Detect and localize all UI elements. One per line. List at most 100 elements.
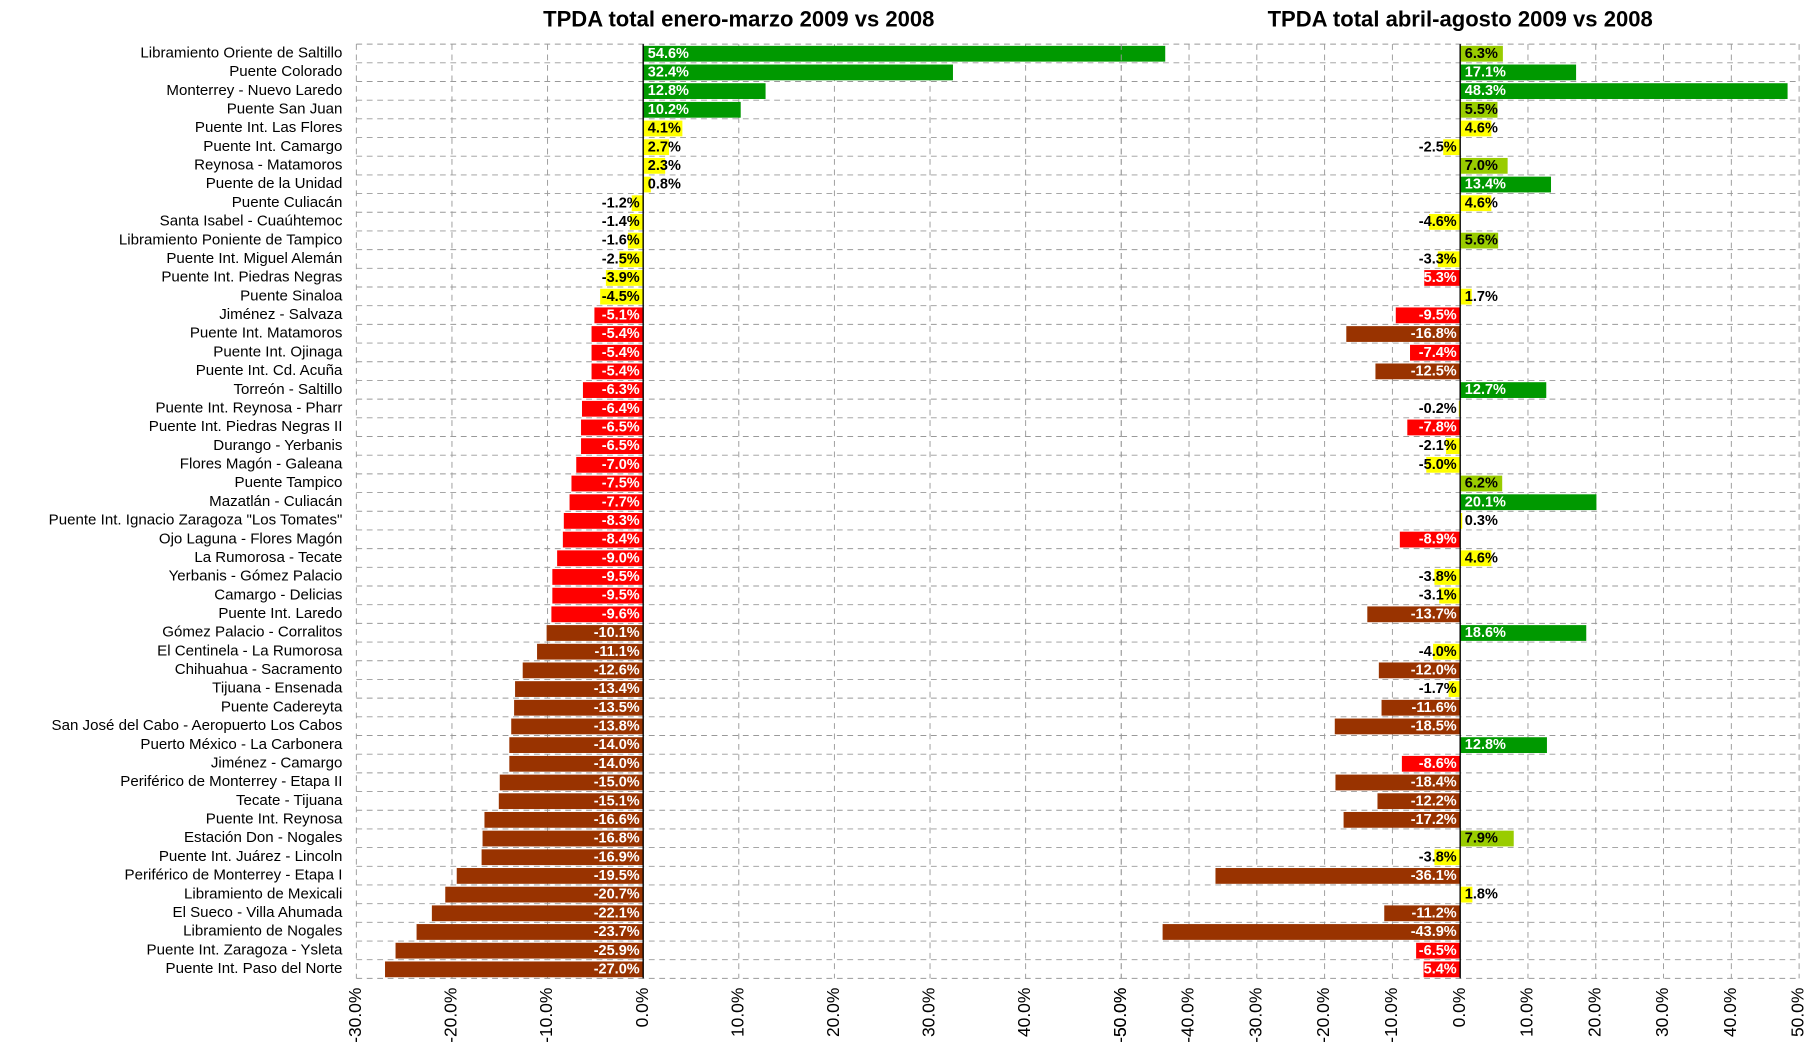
bar (1343, 811, 1461, 828)
bar (1448, 681, 1461, 697)
category-label: Gómez Palacio - Corralitos (162, 624, 342, 641)
x-tick-label: -10.0% (536, 988, 556, 1043)
bar (552, 587, 644, 604)
category-label: Puente Int. Piedras Negras II (149, 418, 343, 435)
data-label: -9.6% (602, 606, 640, 622)
bar (1335, 774, 1461, 791)
x-tick-label: 40.0% (1720, 988, 1740, 1037)
bar (591, 344, 644, 361)
bar (1460, 176, 1552, 193)
category-label: Tecate - Tijuana (236, 792, 343, 809)
bar (395, 942, 644, 959)
category-label: Puente Int. Piedras Negras (161, 269, 342, 286)
data-label: 32.4% (648, 65, 689, 81)
data-label: 0.8% (648, 177, 681, 193)
category-label: Puente Int. Laredo (218, 605, 342, 622)
data-label: 4.6% (1465, 121, 1498, 137)
x-tick-label: -30.0% (1245, 988, 1265, 1043)
bar (1460, 737, 1547, 754)
data-label: 17.1% (1465, 65, 1506, 81)
data-label: -18.4% (1411, 775, 1457, 791)
data-label: -12.5% (1411, 364, 1457, 380)
data-label: -15.0% (594, 775, 640, 791)
data-label: 6.2% (1465, 476, 1498, 492)
category-label: Libramiento Poniente de Tampico (119, 231, 343, 248)
data-label: 1.8% (1465, 887, 1498, 903)
category-label: Libramiento de Mexicali (184, 885, 342, 902)
x-tick-label: 20.0% (823, 988, 843, 1037)
data-label: -14.0% (594, 756, 640, 772)
data-label: -8.6% (1419, 756, 1457, 772)
category-label: Puente Int. Camargo (203, 138, 342, 155)
category-label: Puente Culiacán (232, 194, 343, 211)
bar (416, 924, 644, 940)
category-label: Torreón - Saltillo (233, 381, 342, 398)
bar (509, 737, 644, 754)
data-label: -7.8% (1419, 420, 1457, 436)
category-label: Camargo - Delicias (214, 586, 342, 603)
data-label: -9.5% (602, 588, 640, 604)
category-label: Libramiento Oriente de Saltillo (140, 44, 342, 61)
data-label: 10.2% (648, 102, 689, 118)
data-label: -15.1% (594, 793, 640, 809)
bar (591, 326, 644, 342)
data-label: -6.3% (602, 382, 640, 398)
category-label: Puente Int. Ojinaga (213, 343, 343, 360)
bar (551, 606, 644, 623)
category-label: Puente Colorado (229, 63, 342, 80)
bar (1215, 868, 1461, 884)
data-label: -16.6% (594, 812, 640, 828)
data-label: -5.4% (1419, 961, 1457, 977)
chart-title: TPDA total abril-agosto 2009 vs 2008 (1268, 7, 1653, 32)
data-label: -13.5% (594, 700, 640, 716)
bar (1367, 606, 1461, 623)
data-label: 4.6% (1465, 195, 1498, 211)
bar (498, 793, 644, 810)
data-label: 0.3% (1465, 513, 1498, 529)
bar (511, 718, 644, 735)
bar (431, 905, 644, 922)
category-label: Puente Int. Miguel Alemán (166, 250, 342, 267)
bar (1377, 793, 1461, 810)
bar (482, 830, 644, 847)
data-label: 48.3% (1465, 83, 1506, 99)
bar (1460, 382, 1547, 398)
bar (1460, 550, 1492, 567)
category-label: Puente San Juan (227, 100, 343, 117)
bar (643, 83, 766, 100)
data-label: 7.0% (1465, 158, 1498, 174)
bar (1460, 625, 1587, 641)
data-label: 2.3% (648, 158, 681, 174)
data-label: -11.6% (1412, 700, 1457, 716)
bar (546, 625, 644, 641)
x-tick-label: -20.0% (441, 988, 461, 1043)
data-label: 5.5% (1465, 102, 1498, 118)
bar (643, 139, 669, 156)
bar (1460, 120, 1492, 137)
data-label: -18.5% (1411, 719, 1457, 735)
bar (481, 849, 644, 866)
bar (582, 382, 644, 398)
x-tick-label: 50.0% (1110, 988, 1130, 1037)
bar (581, 419, 644, 436)
bar (1384, 905, 1461, 922)
category-label: El Centinela - La Rumorosa (157, 642, 343, 659)
data-label: -20.7% (594, 887, 640, 903)
bar (484, 811, 644, 828)
bar (643, 101, 741, 118)
bar (1437, 251, 1461, 268)
data-label: -16.8% (594, 831, 640, 847)
bar (1460, 157, 1508, 174)
data-label: -43.9% (1411, 924, 1457, 940)
data-label: -12.2% (1411, 793, 1457, 809)
bar (643, 120, 683, 137)
bar (1460, 232, 1499, 249)
data-label: -5.4% (602, 364, 640, 380)
category-label: Puente Int. Zaragoza - Ysleta (147, 941, 343, 958)
data-label: -7.4% (1419, 345, 1457, 361)
bar (581, 400, 644, 417)
bar (1460, 475, 1503, 492)
category-label: Puente de la Unidad (206, 175, 343, 192)
bar (1460, 830, 1514, 847)
x-tick-label: -30.0% (345, 988, 365, 1043)
